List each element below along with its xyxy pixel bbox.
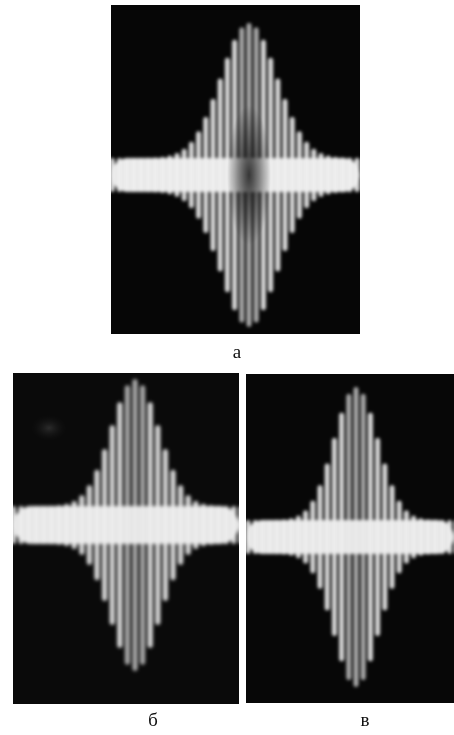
oscillogram-panel-c (246, 374, 454, 703)
panel-label-c: в (360, 710, 370, 731)
oscillogram-panel-b (13, 373, 239, 704)
oscillogram-image-c (246, 374, 454, 703)
oscillogram-image-a (111, 5, 360, 334)
oscillogram-panel-a (111, 5, 360, 334)
oscillogram-image-b (13, 373, 239, 704)
panel-label-a: а (232, 342, 242, 363)
panel-label-b: б (148, 710, 158, 731)
